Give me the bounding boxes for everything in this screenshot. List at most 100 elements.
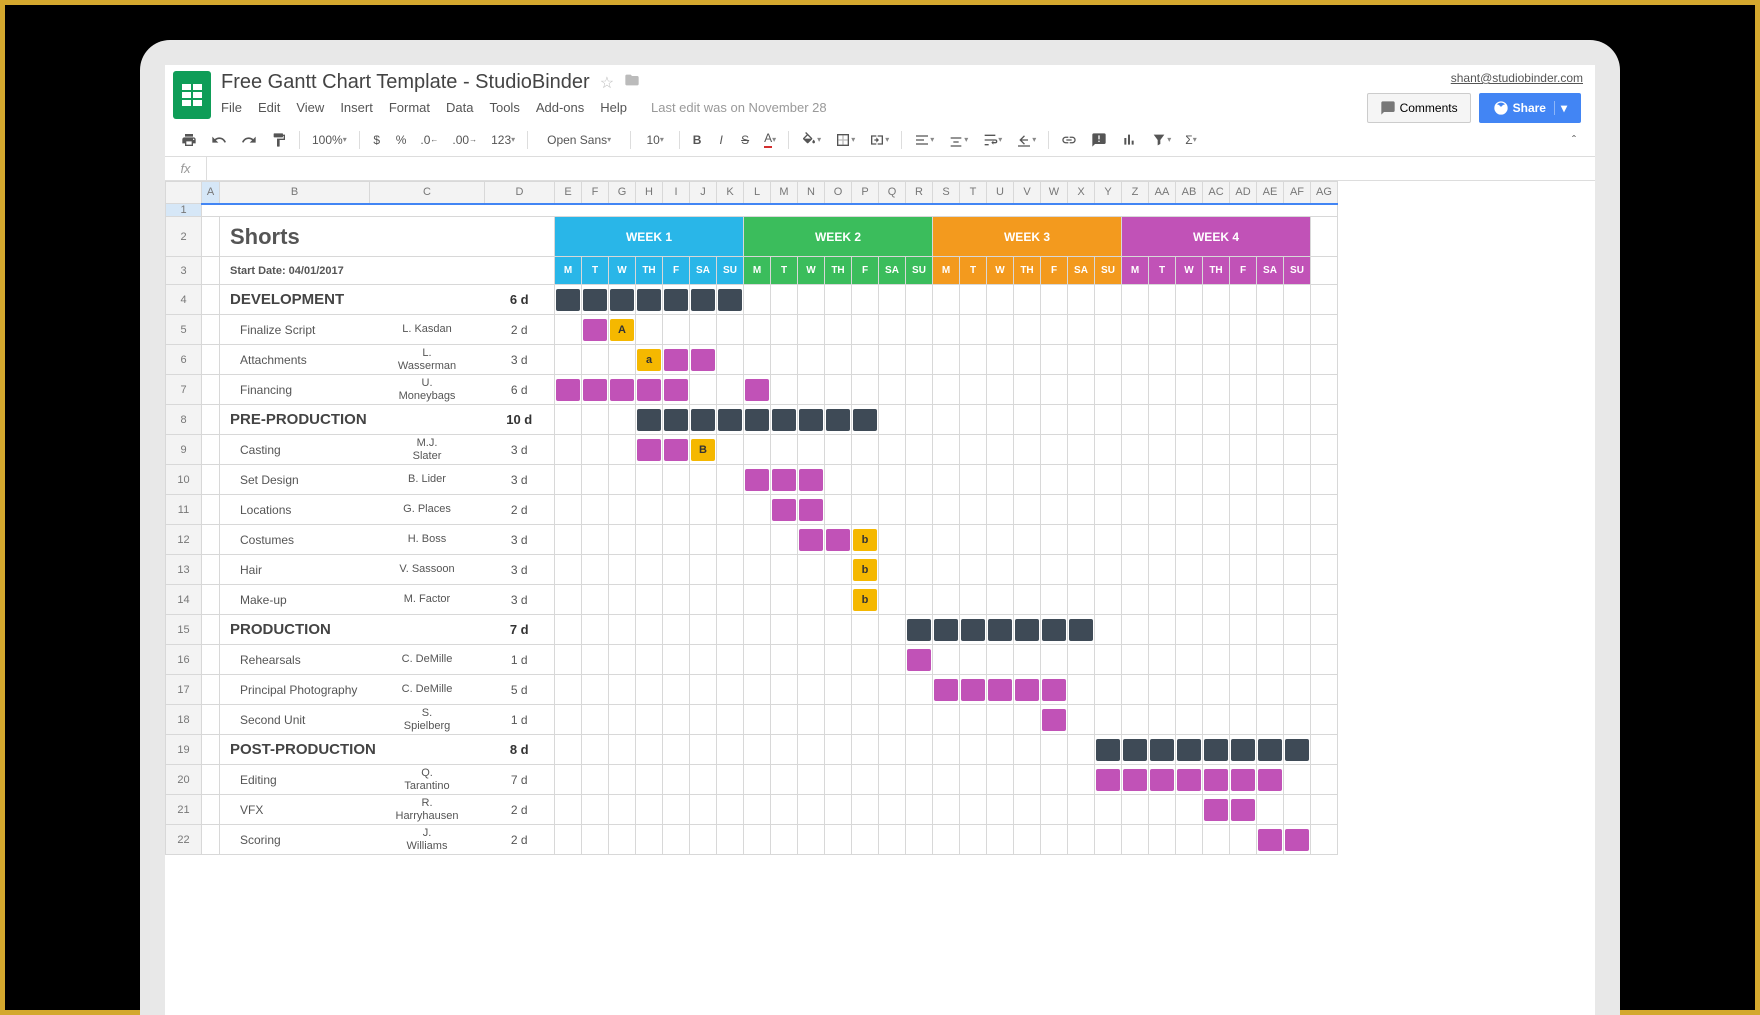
chart-icon[interactable] [1115,128,1143,152]
row-header[interactable]: 17 [166,675,202,705]
col-header[interactable]: R [906,182,933,204]
font-size-select[interactable]: 10 [637,128,673,152]
merge-button[interactable] [863,128,895,152]
col-header[interactable]: K [717,182,744,204]
col-header[interactable]: T [960,182,987,204]
col-header[interactable]: AC [1203,182,1230,204]
italic-button[interactable]: I [710,128,732,152]
col-header[interactable]: V [1014,182,1041,204]
col-header[interactable]: AB [1176,182,1203,204]
borders-button[interactable] [829,128,861,152]
row-header[interactable]: 14 [166,585,202,615]
print-icon[interactable] [175,128,203,152]
row-header[interactable]: 11 [166,495,202,525]
row-header[interactable]: 13 [166,555,202,585]
col-header[interactable]: J [690,182,717,204]
format-123-button[interactable]: 123 [485,128,521,152]
row-header[interactable]: 16 [166,645,202,675]
col-header[interactable]: H [636,182,663,204]
col-header[interactable]: AA [1149,182,1176,204]
row-header[interactable]: 2 [166,217,202,257]
menu-add-ons[interactable]: Add-ons [536,100,584,115]
col-header[interactable]: C [370,182,485,204]
menu-view[interactable]: View [296,100,324,115]
menu-insert[interactable]: Insert [340,100,373,115]
col-header[interactable]: M [771,182,798,204]
row-header[interactable]: 22 [166,825,202,855]
rotate-button[interactable] [1010,128,1042,152]
row-header[interactable]: 4 [166,285,202,315]
filter-icon[interactable] [1145,128,1177,152]
halign-button[interactable] [908,128,940,152]
dec-decrease-button[interactable]: .0← [414,128,444,152]
row-header[interactable]: 9 [166,435,202,465]
col-header[interactable]: N [798,182,825,204]
col-header[interactable]: U [987,182,1014,204]
zoom-select[interactable]: 100% [306,128,353,152]
row-header[interactable]: 20 [166,765,202,795]
menu-tools[interactable]: Tools [489,100,519,115]
col-header[interactable]: F [582,182,609,204]
comment-icon[interactable] [1085,128,1113,152]
strike-button[interactable]: S [734,128,756,152]
currency-button[interactable]: $ [366,128,388,152]
col-header[interactable]: X [1068,182,1095,204]
dec-increase-button[interactable]: .00→ [446,128,483,152]
menu-file[interactable]: File [221,100,242,115]
col-header[interactable]: W [1041,182,1068,204]
font-select[interactable]: Open Sans [534,128,624,152]
text-color-button[interactable]: A [758,128,782,152]
percent-button[interactable]: % [390,128,413,152]
menu-data[interactable]: Data [446,100,473,115]
row-header[interactable]: 5 [166,315,202,345]
spreadsheet-grid[interactable]: ABCDEFGHIJKLMNOPQRSTUVWXYZAAABACADAEAFAG… [165,181,1595,1015]
row-header[interactable]: 15 [166,615,202,645]
undo-icon[interactable] [205,128,233,152]
valign-button[interactable] [942,128,974,152]
menu-format[interactable]: Format [389,100,430,115]
col-header[interactable]: A [202,182,220,204]
col-header[interactable]: P [852,182,879,204]
row-header[interactable]: 19 [166,735,202,765]
star-icon[interactable]: ☆ [600,73,614,93]
share-button[interactable]: Share ▾ [1479,93,1581,123]
col-header[interactable]: Q [879,182,906,204]
redo-icon[interactable] [235,128,263,152]
row-header[interactable]: 10 [166,465,202,495]
comments-button[interactable]: Comments [1367,93,1471,123]
move-folder-icon[interactable] [624,72,640,93]
col-header[interactable]: AD [1230,182,1257,204]
functions-icon[interactable]: Σ [1179,128,1202,152]
row-header[interactable]: 18 [166,705,202,735]
col-header[interactable]: Z [1122,182,1149,204]
row-header[interactable]: 12 [166,525,202,555]
col-header[interactable]: O [825,182,852,204]
col-header[interactable]: AG [1311,182,1338,204]
collapse-toolbar-icon[interactable]: ˆ [1563,128,1585,152]
col-header[interactable]: L [744,182,771,204]
col-header[interactable]: D [485,182,555,204]
row-header[interactable]: 3 [166,257,202,285]
col-header[interactable]: I [663,182,690,204]
wrap-button[interactable] [976,128,1008,152]
row-header[interactable]: 1 [166,204,202,217]
col-header[interactable]: AE [1257,182,1284,204]
bold-button[interactable]: B [686,128,708,152]
row-header[interactable]: 7 [166,375,202,405]
col-header[interactable]: S [933,182,960,204]
menu-help[interactable]: Help [600,100,627,115]
col-header[interactable]: Y [1095,182,1122,204]
user-email[interactable]: shant@studiobinder.com [1451,71,1583,85]
sheets-app-icon[interactable] [173,71,211,119]
doc-title[interactable]: Free Gantt Chart Template - StudioBinder [221,71,590,94]
formula-bar[interactable]: fx [165,157,1595,181]
fill-color-button[interactable] [795,128,827,152]
col-header[interactable]: AF [1284,182,1311,204]
col-header[interactable]: B [220,182,370,204]
row-header[interactable]: 21 [166,795,202,825]
menu-edit[interactable]: Edit [258,100,280,115]
col-header[interactable]: E [555,182,582,204]
row-header[interactable]: 8 [166,405,202,435]
col-header[interactable]: G [609,182,636,204]
row-header[interactable]: 6 [166,345,202,375]
